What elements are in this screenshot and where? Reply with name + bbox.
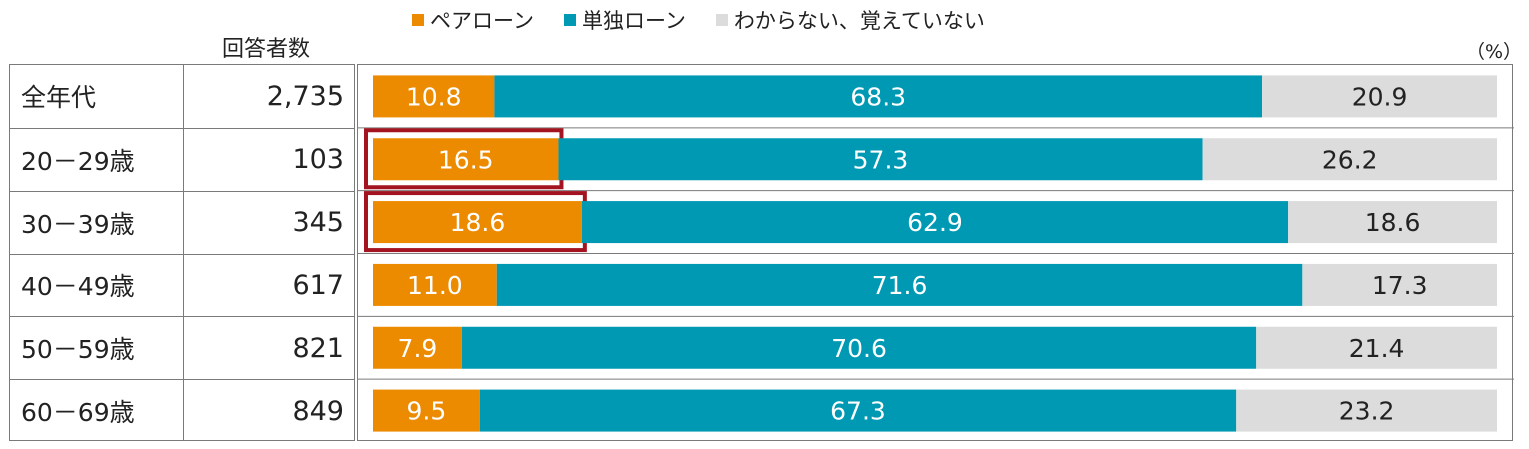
legend-label: 単独ローン bbox=[581, 9, 686, 33]
respondent-count: 821 bbox=[292, 332, 344, 364]
bar-segment bbox=[373, 389, 480, 432]
respondent-count: 345 bbox=[292, 207, 344, 239]
bar-segment bbox=[1236, 389, 1497, 432]
data-label: 10.8 bbox=[406, 82, 462, 111]
legend-label: ペアローン bbox=[430, 9, 534, 33]
table-row: 30－39歳 345 bbox=[10, 190, 354, 254]
bar-segment bbox=[1288, 201, 1497, 244]
unit-label: （%） bbox=[1466, 41, 1523, 63]
bar-segment bbox=[461, 326, 1257, 369]
data-label: 7.9 bbox=[398, 334, 438, 363]
respondent-count: 617 bbox=[292, 269, 344, 301]
column-divider bbox=[183, 65, 184, 440]
category-label: 30－39歳 bbox=[21, 209, 135, 239]
respondent-count: 103 bbox=[292, 144, 344, 176]
data-label: 11.0 bbox=[407, 271, 463, 300]
bar-segment bbox=[1262, 75, 1497, 118]
legend-swatch bbox=[563, 14, 576, 26]
data-label: 71.6 bbox=[872, 271, 928, 300]
respondent-count: 849 bbox=[292, 395, 344, 427]
bar-segment bbox=[373, 263, 497, 306]
category-label: 60－69歳 bbox=[21, 398, 135, 428]
category-label: 全年代 bbox=[21, 83, 97, 113]
data-label: 17.3 bbox=[1372, 271, 1428, 300]
table-row: 40－49歳 617 bbox=[10, 253, 354, 317]
data-label: 18.6 bbox=[1365, 208, 1421, 237]
chart-legend: ペアローン 単独ローン わからない、覚えていない bbox=[412, 6, 985, 34]
bar-segment bbox=[373, 201, 582, 244]
bar-segment bbox=[373, 138, 559, 181]
respondents-header: 回答者数 bbox=[222, 37, 311, 62]
bar-segment bbox=[558, 138, 1203, 181]
data-label: 62.9 bbox=[907, 208, 963, 237]
category-label: 20－29歳 bbox=[21, 146, 135, 176]
legend-item-1: 単独ローン bbox=[563, 5, 686, 35]
data-label: 68.3 bbox=[850, 82, 906, 111]
legend-label: わからない、覚えていない bbox=[733, 9, 985, 33]
table-row: 50－59歳 821 bbox=[10, 316, 354, 379]
legend-swatch bbox=[412, 14, 424, 26]
bar-segment bbox=[1256, 326, 1497, 369]
table-row: 20－29歳 103 bbox=[10, 127, 354, 191]
data-label: 26.2 bbox=[1322, 145, 1378, 174]
data-label: 23.2 bbox=[1339, 397, 1395, 426]
bar-segment bbox=[496, 263, 1303, 306]
legend-item-2: わからない、覚えていない bbox=[715, 5, 985, 35]
bar-segment bbox=[494, 75, 1263, 118]
data-label: 70.6 bbox=[831, 334, 887, 363]
data-label: 21.4 bbox=[1349, 334, 1405, 363]
data-label: 20.9 bbox=[1352, 82, 1408, 111]
bar-segment bbox=[1202, 138, 1497, 181]
table-row: 60－69歳 849 bbox=[10, 379, 354, 442]
legend-swatch bbox=[715, 14, 728, 26]
bar-segment bbox=[373, 75, 495, 118]
data-label: 9.5 bbox=[407, 397, 447, 426]
data-label: 18.6 bbox=[450, 208, 506, 237]
stacked-bar-chart: 10.8 68.3 20.9 16.5 57.3 26.2 18.6 62.9 18.6 11.0… bbox=[358, 75, 1514, 432]
category-label: 40－49歳 bbox=[21, 272, 135, 302]
bar-segment bbox=[581, 201, 1289, 244]
bar-segment bbox=[373, 326, 462, 369]
respondent-count: 2,735 bbox=[266, 80, 344, 112]
data-label: 57.3 bbox=[853, 145, 909, 174]
plot-area: 10.8 68.3 20.9 16.5 57.3 26.2 18.6 62.9 18.6 11.0… bbox=[357, 64, 1514, 441]
data-label: 16.5 bbox=[438, 145, 494, 174]
data-label: 67.3 bbox=[830, 397, 886, 426]
category-label: 50－59歳 bbox=[21, 335, 135, 365]
respondents-table: 全年代 2,735 20－29歳 103 30－39歳 345 40－49歳 617 50－59… bbox=[9, 64, 355, 441]
bar-segment bbox=[1302, 263, 1497, 306]
legend-item-0: ペアローン bbox=[412, 5, 534, 35]
table-row: 全年代 2,735 bbox=[10, 65, 354, 128]
bar-segment bbox=[479, 389, 1237, 432]
